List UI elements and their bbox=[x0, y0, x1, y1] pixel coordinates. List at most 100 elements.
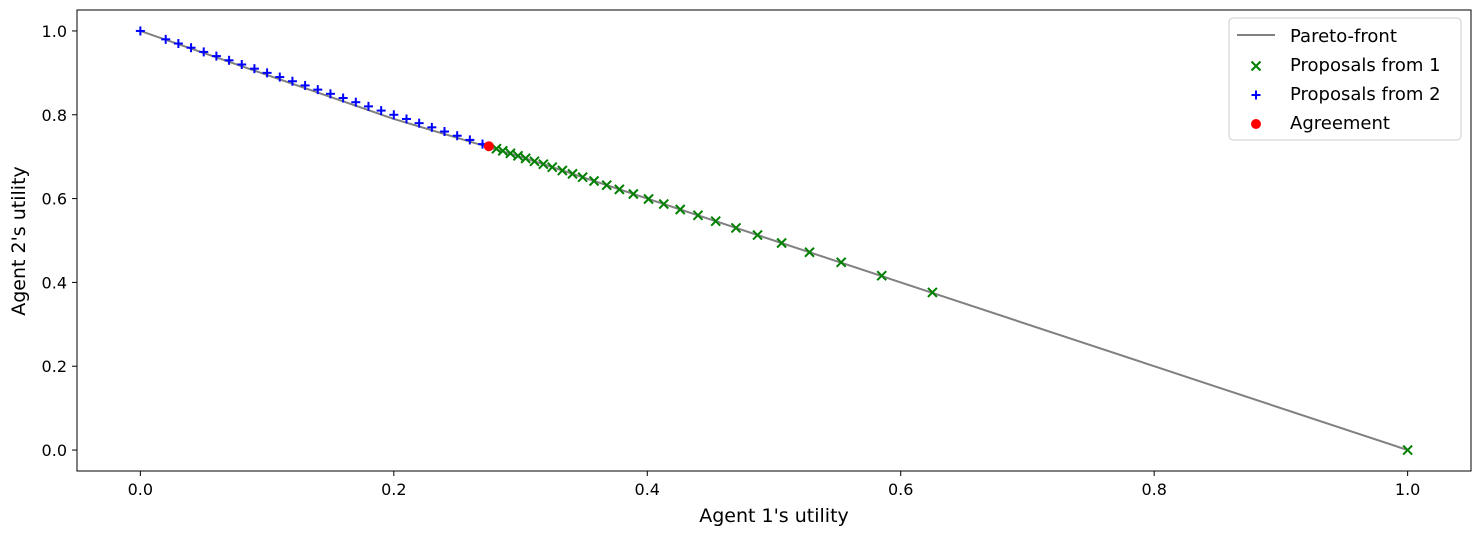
proposals-from-1-point bbox=[614, 184, 625, 195]
x-tick-label: 0.4 bbox=[635, 480, 660, 499]
series-agreement bbox=[483, 141, 494, 152]
x-tick-label: 0.8 bbox=[1141, 480, 1166, 499]
x-marker-stroke bbox=[876, 270, 887, 281]
axes-frame bbox=[76, 9, 1472, 472]
x-marker-stroke bbox=[658, 198, 669, 210]
x-marker-stroke bbox=[710, 216, 721, 227]
proposals-from-1-point bbox=[520, 153, 531, 164]
x-marker-stroke bbox=[804, 247, 815, 258]
x-marker-stroke bbox=[588, 175, 600, 187]
series-proposals-from-2 bbox=[135, 26, 494, 151]
proposals-from-2-point bbox=[262, 68, 272, 78]
x-marker-stroke bbox=[505, 148, 516, 159]
proposals-from-2-point bbox=[376, 106, 386, 116]
x-marker-stroke bbox=[628, 188, 639, 200]
x-marker-stroke bbox=[835, 257, 847, 268]
legend-label: Agreement bbox=[1290, 113, 1390, 134]
proposals-from-1-point bbox=[628, 188, 639, 200]
proposals-from-2-point bbox=[389, 110, 399, 120]
proposals-from-2-point bbox=[427, 122, 437, 132]
x-marker-stroke bbox=[730, 222, 742, 234]
x-marker-stroke bbox=[752, 229, 763, 241]
proposals-from-1-point bbox=[643, 193, 654, 205]
legend-item: Proposals from 2 bbox=[1251, 84, 1441, 105]
proposals-from-2-point bbox=[186, 43, 196, 53]
x-marker-stroke bbox=[557, 165, 568, 176]
x-marker-stroke bbox=[927, 287, 938, 298]
proposals-from-2-point bbox=[135, 26, 145, 36]
proposals-from-2-point bbox=[287, 76, 297, 86]
proposals-from-2-point bbox=[440, 127, 450, 137]
proposals-from-1-point bbox=[710, 216, 721, 227]
proposals-from-2-point bbox=[300, 80, 310, 90]
x-tick-label: 0.6 bbox=[888, 480, 913, 499]
x-marker-stroke bbox=[1402, 444, 1413, 456]
proposals-from-2-point bbox=[338, 93, 348, 103]
x-marker-stroke bbox=[512, 150, 524, 162]
proposals-from-2-point bbox=[199, 47, 209, 57]
legend-marker-swatch bbox=[1250, 60, 1262, 72]
legend-marker-swatch bbox=[1251, 90, 1261, 100]
x-tick-label: 0.0 bbox=[128, 480, 153, 499]
proposals-from-2-point bbox=[414, 118, 424, 128]
x-marker-stroke bbox=[614, 184, 625, 195]
proposals-from-2-point bbox=[313, 85, 323, 95]
proposals-from-1-point bbox=[776, 237, 787, 249]
y-tick-label: 1.0 bbox=[42, 22, 67, 41]
proposals-from-1-point bbox=[835, 257, 847, 268]
proposals-from-2-point bbox=[452, 131, 462, 141]
legend-item: Agreement bbox=[1251, 113, 1390, 134]
plot-area bbox=[76, 9, 1472, 472]
x-tick-label: 0.2 bbox=[381, 480, 406, 499]
proposals-from-1-point bbox=[692, 210, 704, 221]
proposals-from-2-point bbox=[237, 59, 247, 69]
proposals-from-1-point bbox=[529, 156, 540, 167]
y-tick-label: 0.6 bbox=[42, 190, 67, 209]
proposals-from-2-point bbox=[224, 55, 234, 65]
legend-label: Proposals from 2 bbox=[1290, 84, 1441, 105]
legend-item: Pareto-front bbox=[1237, 26, 1397, 47]
proposals-from-1-point bbox=[497, 145, 509, 157]
x-marker-stroke bbox=[529, 156, 540, 167]
x-marker-stroke bbox=[538, 159, 549, 170]
x-marker-stroke bbox=[497, 145, 509, 157]
x-marker-stroke bbox=[547, 161, 558, 173]
y-tick-label: 0.8 bbox=[42, 106, 67, 125]
legend-box bbox=[1228, 17, 1462, 141]
series-proposals-from-1 bbox=[491, 143, 1413, 456]
y-tick-label: 0.0 bbox=[42, 441, 67, 460]
x-marker-stroke bbox=[675, 204, 686, 215]
proposals-from-1-point bbox=[601, 179, 612, 191]
proposals-from-1-point bbox=[557, 165, 568, 176]
y-axis-title: Agent 2's utility bbox=[8, 166, 30, 316]
proposals-from-1-point bbox=[658, 198, 669, 210]
x-marker-stroke bbox=[692, 210, 704, 221]
legend-label: Proposals from 1 bbox=[1290, 55, 1441, 76]
proposals-from-2-point bbox=[325, 89, 335, 99]
proposals-from-2-point bbox=[363, 101, 373, 111]
legend: Pareto-front Proposals from 1 Proposals fr… bbox=[1228, 17, 1462, 141]
proposals-from-1-point bbox=[577, 172, 588, 183]
x-marker-stroke bbox=[491, 143, 502, 154]
proposals-from-1-point bbox=[538, 159, 549, 170]
proposals-from-1-point bbox=[547, 161, 558, 173]
agreement-point bbox=[483, 141, 494, 152]
x-marker-stroke bbox=[577, 172, 588, 183]
x-marker-stroke bbox=[567, 168, 578, 180]
proposals-from-2-point bbox=[173, 39, 183, 49]
proposals-from-1-point bbox=[505, 148, 516, 159]
proposals-from-2-point bbox=[351, 97, 361, 107]
proposals-from-1-point bbox=[1402, 444, 1413, 456]
proposals-from-1-point bbox=[927, 287, 938, 298]
x-marker-stroke bbox=[643, 193, 654, 205]
proposals-from-2-point bbox=[275, 72, 285, 82]
x-marker-stroke bbox=[1250, 60, 1262, 72]
proposals-from-1-point bbox=[730, 222, 742, 234]
x-axis-ticks: 0.0 0.2 0.4 0.6 0.8 1.0 bbox=[128, 471, 1420, 499]
x-tick-label: 1.0 bbox=[1395, 480, 1420, 499]
proposals-from-2-point bbox=[401, 114, 411, 124]
proposals-from-2-point bbox=[249, 64, 259, 74]
proposals-from-1-point bbox=[804, 247, 815, 258]
proposals-from-1-point bbox=[567, 168, 578, 180]
proposals-from-2-point bbox=[211, 51, 221, 61]
